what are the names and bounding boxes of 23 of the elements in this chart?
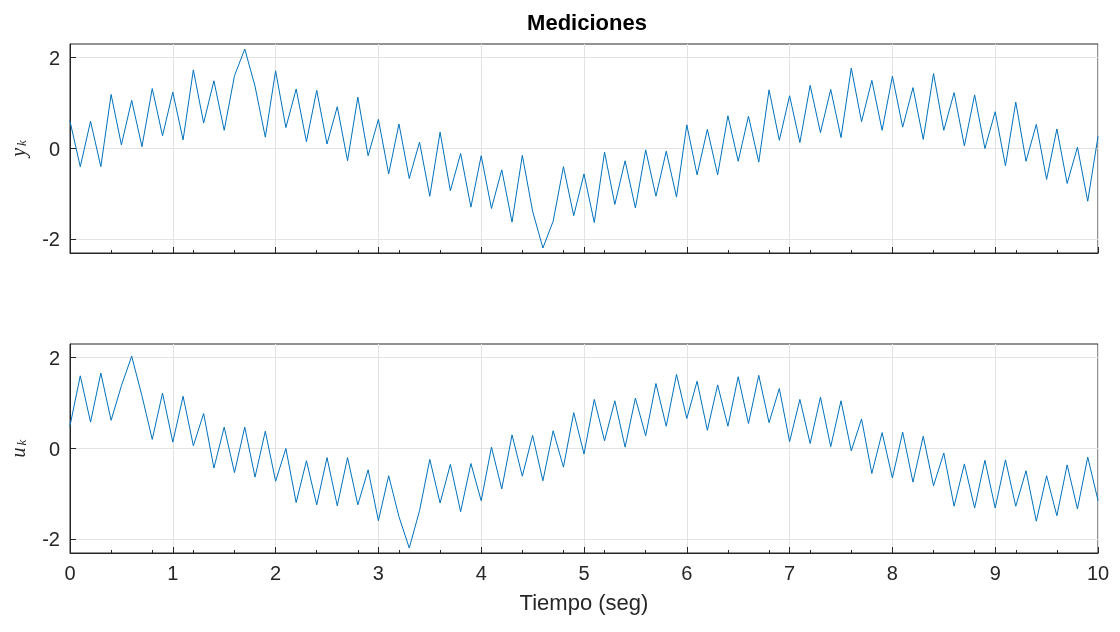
x-tick-label: 3	[372, 562, 384, 584]
y-tick-label: 0	[48, 137, 60, 160]
y-tick-label: 2	[48, 46, 60, 69]
y-axis-title: uk	[7, 439, 29, 458]
y-tick-label: -2	[42, 228, 60, 251]
line-series	[69, 48, 1099, 249]
x-axis-title: Tiempo (seg)	[519, 589, 649, 615]
x-tick-label: 9	[989, 562, 1001, 584]
y-tick-label: 0	[48, 437, 60, 460]
line-series	[69, 355, 1099, 549]
y-tick-label: -2	[42, 528, 60, 551]
y-axis-title: yk	[7, 139, 30, 159]
x-tick-label: 8	[886, 562, 898, 584]
x-tick-label: 1	[167, 562, 179, 584]
x-tick-label: 10	[1086, 562, 1110, 584]
chart-title: Mediciones	[527, 9, 647, 35]
x-tick-label: 4	[475, 562, 487, 584]
x-tick-label: 0	[64, 562, 76, 584]
y-tick-label: 2	[48, 346, 60, 369]
x-tick-label: 2	[270, 562, 282, 584]
x-tick-label: 6	[681, 562, 693, 584]
x-tick-label: 7	[784, 562, 796, 584]
x-tick-label: 5	[578, 562, 590, 584]
